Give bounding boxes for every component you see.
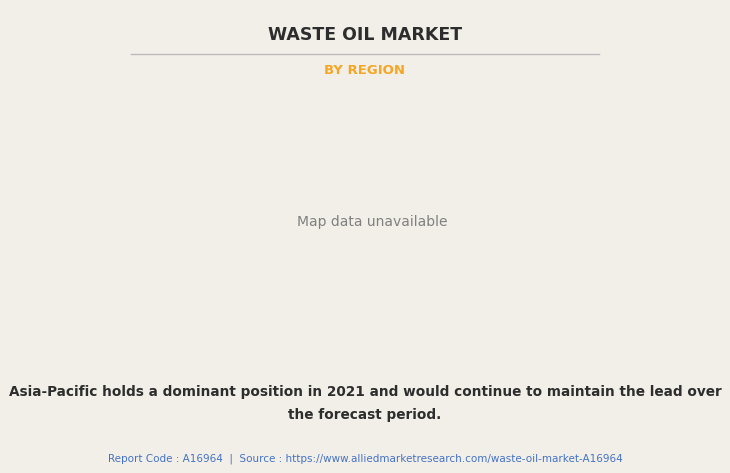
Text: Map data unavailable: Map data unavailable: [297, 215, 447, 229]
Text: Asia-Pacific holds a dominant position in 2021 and would continue to maintain th: Asia-Pacific holds a dominant position i…: [9, 385, 721, 400]
Text: Report Code : A16964  |  Source : https://www.alliedmarketresearch.com/waste-oil: Report Code : A16964 | Source : https://…: [107, 453, 623, 464]
Text: WASTE OIL MARKET: WASTE OIL MARKET: [268, 26, 462, 44]
Text: BY REGION: BY REGION: [325, 64, 405, 77]
Text: the forecast period.: the forecast period.: [288, 408, 442, 422]
